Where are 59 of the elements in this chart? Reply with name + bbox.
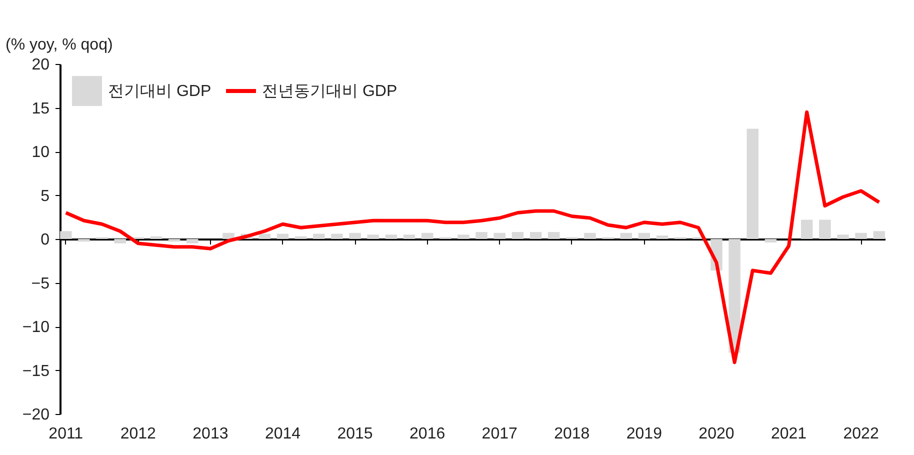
y-axis-title: (% yoy, % qoq) <box>6 36 113 54</box>
legend-label: 전년동기대비 GDP <box>262 83 398 100</box>
bar <box>385 234 398 239</box>
y-tick-label: −10 <box>22 319 50 336</box>
bar <box>403 234 416 239</box>
bar <box>421 232 434 239</box>
bar <box>800 220 813 239</box>
bar <box>638 232 650 239</box>
bar <box>114 239 126 244</box>
y-tick-label: 0 <box>40 232 50 248</box>
bar <box>367 234 379 239</box>
bar <box>512 232 524 239</box>
x-tick-label: 2022 <box>843 426 879 442</box>
y-tick-label: −20 <box>22 406 50 424</box>
bar <box>530 232 542 239</box>
x-tick-label: 2013 <box>192 426 228 442</box>
bar <box>60 231 72 239</box>
y-tick-label: 5 <box>40 188 50 205</box>
bar <box>78 239 90 242</box>
x-tick-label: 2019 <box>626 426 662 442</box>
bar <box>222 232 234 239</box>
bar <box>294 236 307 239</box>
bar <box>150 236 162 239</box>
x-tick-label: 2018 <box>554 426 590 442</box>
bar <box>584 232 596 239</box>
bar <box>764 239 777 242</box>
line-series <box>64 110 881 364</box>
bar <box>855 232 867 239</box>
bar <box>331 234 343 239</box>
x-tick-label: 2016 <box>410 426 446 442</box>
y-tick-label: 20 <box>32 56 50 74</box>
bar <box>168 239 180 242</box>
bar <box>476 232 488 239</box>
y-tick-label: −5 <box>31 275 50 292</box>
bar <box>746 128 758 239</box>
x-tick-label: 2021 <box>770 426 807 442</box>
x-tick-label: 2014 <box>264 426 301 442</box>
bar <box>837 234 849 239</box>
bar <box>494 232 506 239</box>
bar <box>258 234 271 239</box>
x-tick-label: 2020 <box>698 426 734 442</box>
bar <box>186 239 198 244</box>
bar <box>458 234 470 239</box>
x-tick-label: 2012 <box>120 426 156 442</box>
bar <box>276 234 289 239</box>
bar <box>349 232 361 239</box>
bar <box>620 232 632 239</box>
bar <box>873 231 885 239</box>
bar <box>313 234 325 239</box>
y-tick-label: 10 <box>32 144 50 161</box>
y-tick-label: 15 <box>32 100 50 118</box>
x-tick-label: 2011 <box>48 426 84 442</box>
bar <box>656 236 668 239</box>
x-tick-label: 2017 <box>482 426 518 442</box>
y-tick-label: −15 <box>22 362 50 380</box>
bar <box>548 232 560 239</box>
legend-label: 전기대비 GDP <box>108 83 212 100</box>
x-tick-label: 2015 <box>337 426 373 442</box>
bar <box>819 220 831 239</box>
